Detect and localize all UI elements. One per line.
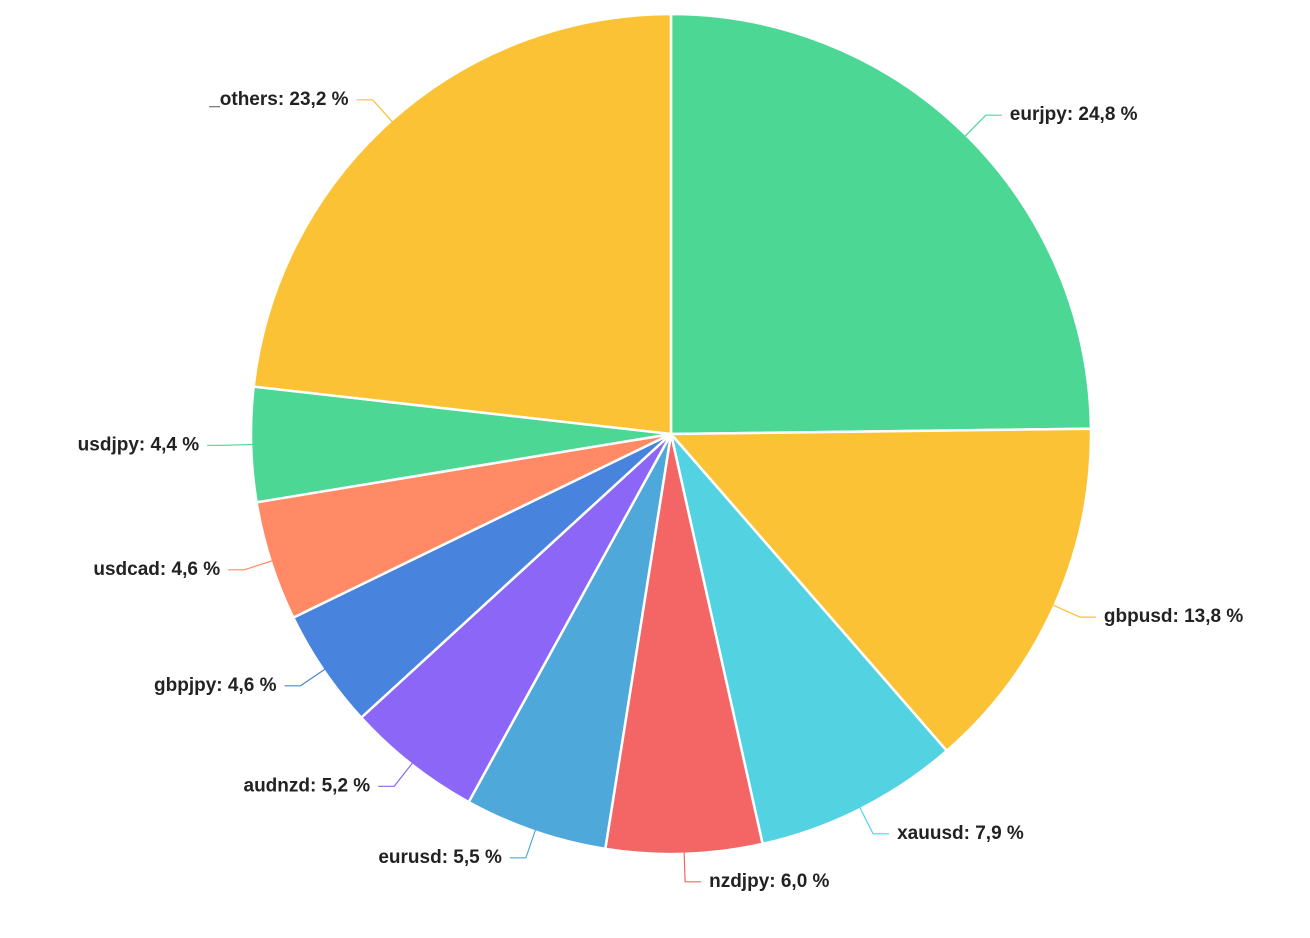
leader-line-gbpusd [1048, 602, 1096, 618]
slice-label-usdcad: usdcad: 4,6 % [93, 559, 220, 580]
leader-line-eurjpy [961, 114, 1002, 140]
leader-line-audnzd [378, 759, 416, 787]
leader-line-gbpjpy [284, 666, 329, 687]
leader-line-eurusd [509, 825, 538, 859]
slice-label-eurusd: eurusd: 5,5 % [378, 847, 502, 868]
slice-label-usdjpy: usdjpy: 4,4 % [78, 434, 200, 455]
slices-layer [249, 12, 1093, 856]
slice-label-others: _others: 23,2 % [208, 89, 348, 110]
leader-line-usdjpy [207, 443, 258, 446]
pie-slice-eurjpy [669, 12, 1093, 436]
slice-label-eurjpy: eurjpy: 24,8 % [1010, 104, 1138, 125]
leader-line-usdcad [228, 558, 277, 571]
leader-line-nzdjpy [683, 847, 702, 883]
slice-label-xauusd: xauusd: 7,9 % [897, 823, 1024, 844]
slice-label-nzdjpy: nzdjpy: 6,0 % [709, 871, 829, 892]
slice-label-audnzd: audnzd: 5,2 % [244, 775, 371, 796]
labels-layer: eurjpy: 24,8 % gbpusd: 13,8 % xauusd: 7,9 … [78, 89, 1244, 892]
leader-lines-layer [207, 99, 1096, 883]
slice-label-gbpusd: gbpusd: 13,8 % [1104, 606, 1243, 627]
slice-label-gbpjpy: gbpjpy: 4,6 % [154, 675, 277, 696]
leader-line-xauusd [857, 803, 890, 835]
pie-slice-others [252, 12, 673, 436]
leader-line-others [356, 99, 396, 126]
